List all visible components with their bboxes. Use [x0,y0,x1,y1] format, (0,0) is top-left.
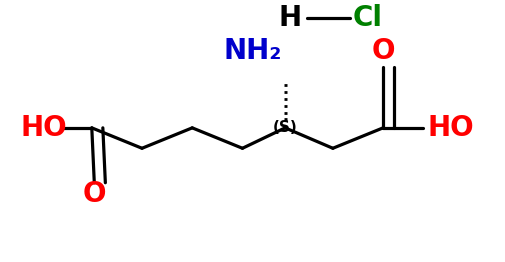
Text: O: O [371,37,395,65]
Text: Cl: Cl [353,4,383,32]
Text: H: H [279,4,301,32]
Text: HO: HO [21,114,67,142]
Text: O: O [82,180,106,208]
Text: (S): (S) [273,120,297,135]
Text: NH₂: NH₂ [223,37,282,65]
Text: HO: HO [428,114,474,142]
